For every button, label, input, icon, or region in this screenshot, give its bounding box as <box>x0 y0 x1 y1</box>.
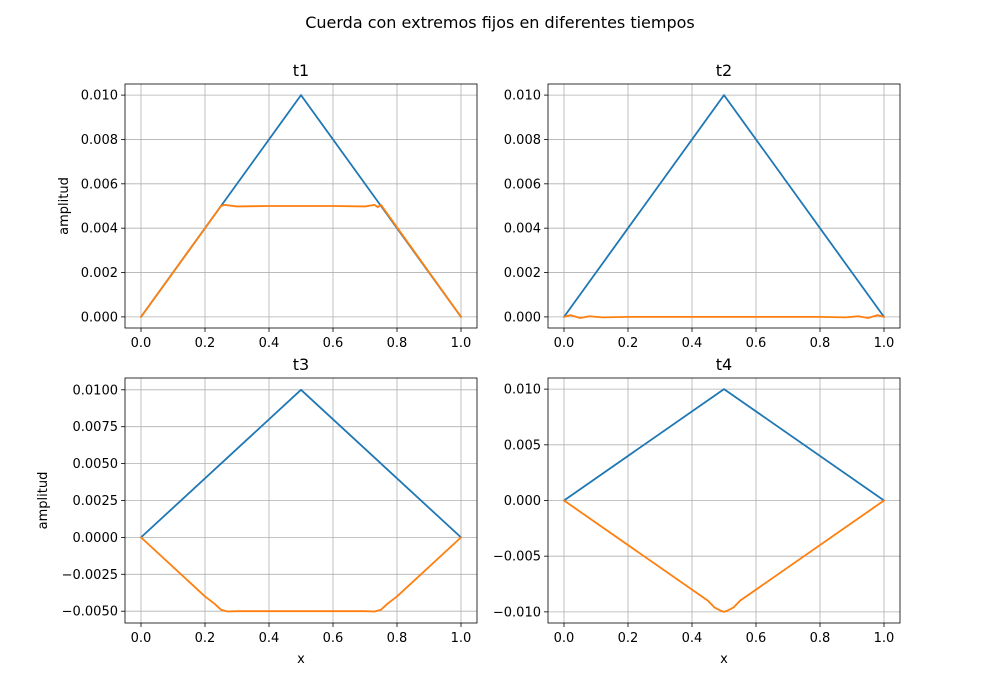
subplot-2-xtick-label-2: 0.4 <box>682 336 703 351</box>
subplot-3-series-2-line <box>140 536 462 613</box>
subplot-1-xtick-label-1: 0.2 <box>195 336 216 351</box>
subplot-1-ytick-label-3: 0.006 <box>81 177 118 192</box>
subplot-2-ytick-label-1: 0.002 <box>504 266 541 281</box>
figure-suptitle: Cuerda con extremos fijos en diferentes … <box>305 13 695 32</box>
subplot-4-xtick-label-5: 1.0 <box>874 631 895 646</box>
subplot-3-ytick-label-0: −0.0050 <box>62 605 118 620</box>
subplot-4-xtick-label-0: 0.0 <box>554 631 575 646</box>
subplot-4-xlabel: x <box>720 652 728 667</box>
subplot-4-xtick-label-2: 0.4 <box>682 631 703 646</box>
subplot-3-series-1-line <box>140 388 462 539</box>
subplot-3-ytick-label-1: −0.0025 <box>62 568 118 583</box>
subplot-2-xtick-label-5: 1.0 <box>874 336 895 351</box>
subplot-3-xtick-label-3: 0.6 <box>323 631 344 646</box>
subplot-4-ytick-label-2: 0.000 <box>504 494 541 509</box>
subplot-1-title: t1 <box>293 61 309 80</box>
subplot-4: 0.0 0.2 0.4 0.6 0.8 1.0 −0.010 −0.005 0.000 0.005… <box>493 355 901 667</box>
subplot-2-xtick-label-1: 0.2 <box>618 336 639 351</box>
subplot-2: 0.0 0.2 0.4 0.6 0.8 1.0 0.000 0.002 0.004 0.006 0.… <box>504 61 901 351</box>
subplot-3-title: t3 <box>293 355 309 374</box>
subplot-4-ytick-label-3: 0.005 <box>504 438 541 453</box>
subplot-1-ytick-label-4: 0.008 <box>81 133 118 148</box>
subplot-4-series-1-line <box>563 388 885 502</box>
subplot-1-xtick-label-0: 0.0 <box>131 336 152 351</box>
subplot-1-ylabel: amplitud <box>57 177 72 235</box>
subplot-2-title: t2 <box>716 61 732 80</box>
subplot-1-frame <box>124 83 478 329</box>
subplot-4-ytick-label-4: 0.010 <box>504 383 541 398</box>
subplot-1-xtick-label-2: 0.4 <box>259 336 280 351</box>
subplot-3-xtick-label-4: 0.8 <box>387 631 408 646</box>
subplot-1-xtick-label-5: 1.0 <box>451 336 472 351</box>
subplot-1-ytick-label-2: 0.004 <box>81 222 118 237</box>
subplot-3-ytick-label-2: 0.0000 <box>73 531 119 546</box>
subplot-4-ytick-label-0: −0.010 <box>493 605 541 620</box>
subplot-3-xtick-label-0: 0.0 <box>131 631 152 646</box>
subplot-1-xtick-label-3: 0.6 <box>323 336 344 351</box>
subplot-3-ytick-label-3: 0.0025 <box>73 494 119 509</box>
subplot-2-series-1-line <box>563 94 885 318</box>
subplot-2-ytick-label-0: 0.000 <box>504 310 541 325</box>
subplot-1-ytick-label-1: 0.002 <box>81 266 118 281</box>
subplot-2-xtick-label-3: 0.6 <box>746 336 767 351</box>
subplot-4-ytick-label-1: −0.005 <box>493 550 541 565</box>
subplot-3: 0.0 0.2 0.4 0.6 0.8 1.0 −0.0050 −0.0025 0.0000 0.… <box>36 355 478 667</box>
subplot-3-xtick-label-1: 0.2 <box>195 631 216 646</box>
subplot-4-series-2-line <box>563 499 885 613</box>
subplot-1-series-2-line <box>140 203 462 318</box>
subplot-2-xtick-label-0: 0.0 <box>554 336 575 351</box>
subplot-3-ylabel: amplitud <box>36 472 51 530</box>
subplot-1-ytick-label-5: 0.010 <box>81 89 118 104</box>
subplot-1: 0.0 0.2 0.4 0.6 0.8 1.0 0.000 0.002 0.004 0.006 0.… <box>57 61 478 351</box>
subplot-2-ytick-label-2: 0.004 <box>504 222 541 237</box>
subplot-2-ytick-label-5: 0.010 <box>504 89 541 104</box>
subplot-1-ytick-label-0: 0.000 <box>81 310 118 325</box>
subplot-2-xtick-label-4: 0.8 <box>810 336 831 351</box>
subplots: 0.0 0.2 0.4 0.6 0.8 1.0 0.000 0.002 0.004 0.006 0.… <box>36 61 901 667</box>
subplot-4-xtick-label-3: 0.6 <box>746 631 767 646</box>
subplot-1-xtick-label-4: 0.8 <box>387 336 408 351</box>
subplot-2-ytick-label-4: 0.008 <box>504 133 541 148</box>
subplot-3-xtick-label-2: 0.4 <box>259 631 280 646</box>
subplot-2-series-2-line <box>563 314 885 319</box>
subplot-4-title: t4 <box>716 355 732 374</box>
subplot-2-ytick-label-3: 0.006 <box>504 177 541 192</box>
subplot-4-xtick-label-1: 0.2 <box>618 631 639 646</box>
subplot-4-xtick-label-4: 0.8 <box>810 631 831 646</box>
subplot-2-frame <box>547 83 901 329</box>
subplot-3-xlabel: x <box>297 652 305 667</box>
subplot-3-ytick-label-4: 0.0050 <box>73 457 119 472</box>
subplot-3-ytick-label-5: 0.0075 <box>73 420 119 435</box>
subplot-3-ytick-label-6: 0.0100 <box>73 383 119 398</box>
subplot-3-xtick-label-5: 1.0 <box>451 631 472 646</box>
